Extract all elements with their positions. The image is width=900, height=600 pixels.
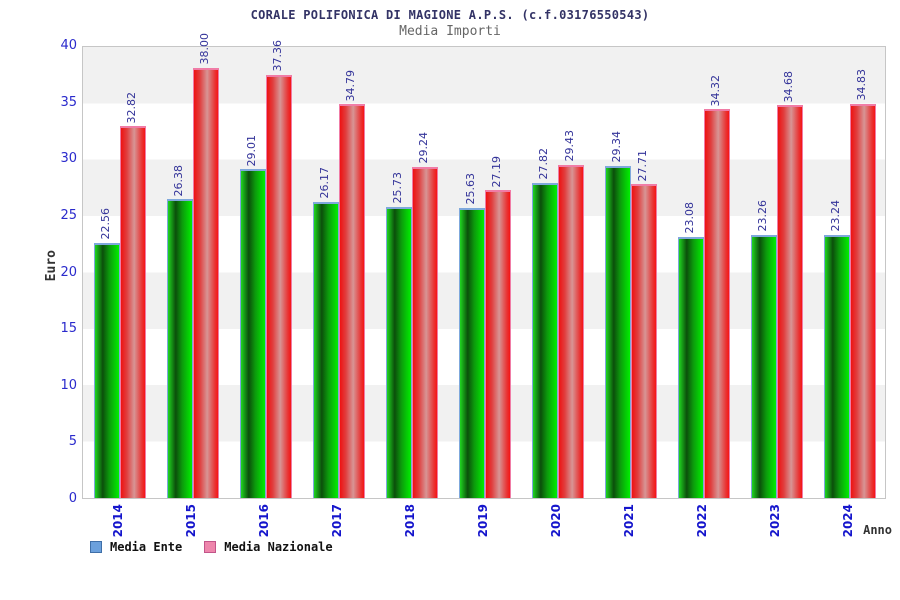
bar-media-ente <box>605 165 632 498</box>
y-tick-label: 5 <box>68 434 77 450</box>
y-tick-label: 25 <box>60 207 77 223</box>
bar-media-nazionale <box>558 164 585 498</box>
bar-media-nazionale <box>265 74 292 498</box>
bar-value-label: 34.83 <box>855 69 869 101</box>
bar-value-label: 34.68 <box>782 70 796 103</box>
y-tick-label: 20 <box>60 264 77 280</box>
bar-media-ente <box>166 199 193 498</box>
bar-media-nazionale <box>850 103 877 498</box>
legend-swatch-media-nazionale <box>204 541 217 553</box>
x-tick-label: 2019 <box>476 504 490 538</box>
bar-value-label: 27.19 <box>490 155 503 188</box>
bar-media-nazionale <box>338 104 365 498</box>
y-axis-title: Euro <box>44 250 59 282</box>
legend: Media Ente Media Nazionale <box>90 540 355 554</box>
bar-value-label: 27.82 <box>537 148 551 180</box>
y-tick-label: 40 <box>60 38 77 53</box>
bar-media-ente <box>532 182 559 498</box>
bar-media-nazionale <box>411 166 438 498</box>
legend-swatch-media-ente <box>90 541 102 553</box>
bar-media-nazionale <box>704 109 731 498</box>
bar-value-label: 37.36 <box>270 40 284 72</box>
bar-media-ente <box>312 201 339 498</box>
x-tick-label: 2018 <box>402 504 417 538</box>
y-tick-label: 15 <box>60 321 77 337</box>
bar-value-label: 26.38 <box>171 164 185 197</box>
bar-value-label: 29.43 <box>563 130 577 162</box>
bar-value-label: 32.82 <box>124 91 138 124</box>
bar-value-label: 26.17 <box>317 167 331 199</box>
bar-value-label: 23.24 <box>829 200 843 232</box>
x-tick-label: 2017 <box>329 504 344 538</box>
x-tick-label: 2016 <box>256 504 271 538</box>
bar-value-label: 25.63 <box>464 173 477 205</box>
bar-media-ente <box>459 207 485 498</box>
plot-area: 22.56 32.82 26.38 38.00 29.01 37.36 26.17 34.79… <box>82 33 886 499</box>
y-tick-label: 10 <box>60 377 77 393</box>
bar-value-label: 22.56 <box>98 208 112 240</box>
x-tick-label: 2021 <box>622 504 637 538</box>
bar-media-ente <box>751 234 778 498</box>
x-axis-title: Anno <box>863 523 892 537</box>
x-tick-label: 2015 <box>183 504 198 538</box>
bar-media-nazionale <box>119 126 146 498</box>
bar-media-nazionale <box>192 67 219 498</box>
bar-media-ente <box>385 206 412 498</box>
bar-value-label: 27.71 <box>636 149 650 182</box>
bar-value-label: 29.01 <box>244 134 258 167</box>
x-tick-label: 2023 <box>768 504 783 538</box>
x-tick-label: 2024 <box>841 504 856 538</box>
bar-media-ente <box>824 234 851 498</box>
bar-value-label: 29.24 <box>416 132 430 164</box>
y-tick-label: 35 <box>60 94 77 110</box>
y-tick-label: 0 <box>68 491 77 506</box>
bar-value-label: 29.34 <box>610 131 624 163</box>
x-tick-label: 2014 <box>110 504 125 538</box>
bar-value-label: 34.32 <box>709 74 723 107</box>
bar-media-nazionale <box>777 105 804 498</box>
bar-value-label: 34.79 <box>343 69 357 102</box>
bar-value-label: 23.26 <box>756 200 770 232</box>
bar-media-ente <box>93 242 120 498</box>
legend-label-media-ente: Media Ente <box>110 540 183 554</box>
y-tick-label: 30 <box>60 151 77 167</box>
chart-subtitle: Media Importi <box>399 24 501 39</box>
bar-media-nazionale <box>631 184 658 498</box>
bar-value-label: 25.73 <box>390 172 404 204</box>
bar-media-ente <box>678 236 705 498</box>
bar-value-label: 23.08 <box>683 202 697 234</box>
x-tick-label: 2020 <box>549 504 564 538</box>
bar-value-label: 38.00 <box>197 33 211 65</box>
bar-media-nazionale <box>485 190 511 498</box>
chart-title: CORALE POLIFONICA DI MAGIONE A.P.S. (c.f… <box>250 8 650 22</box>
legend-label-media-nazionale: Media Nazionale <box>224 540 333 554</box>
x-tick-label: 2022 <box>695 504 710 538</box>
bar-media-ente <box>239 169 266 498</box>
